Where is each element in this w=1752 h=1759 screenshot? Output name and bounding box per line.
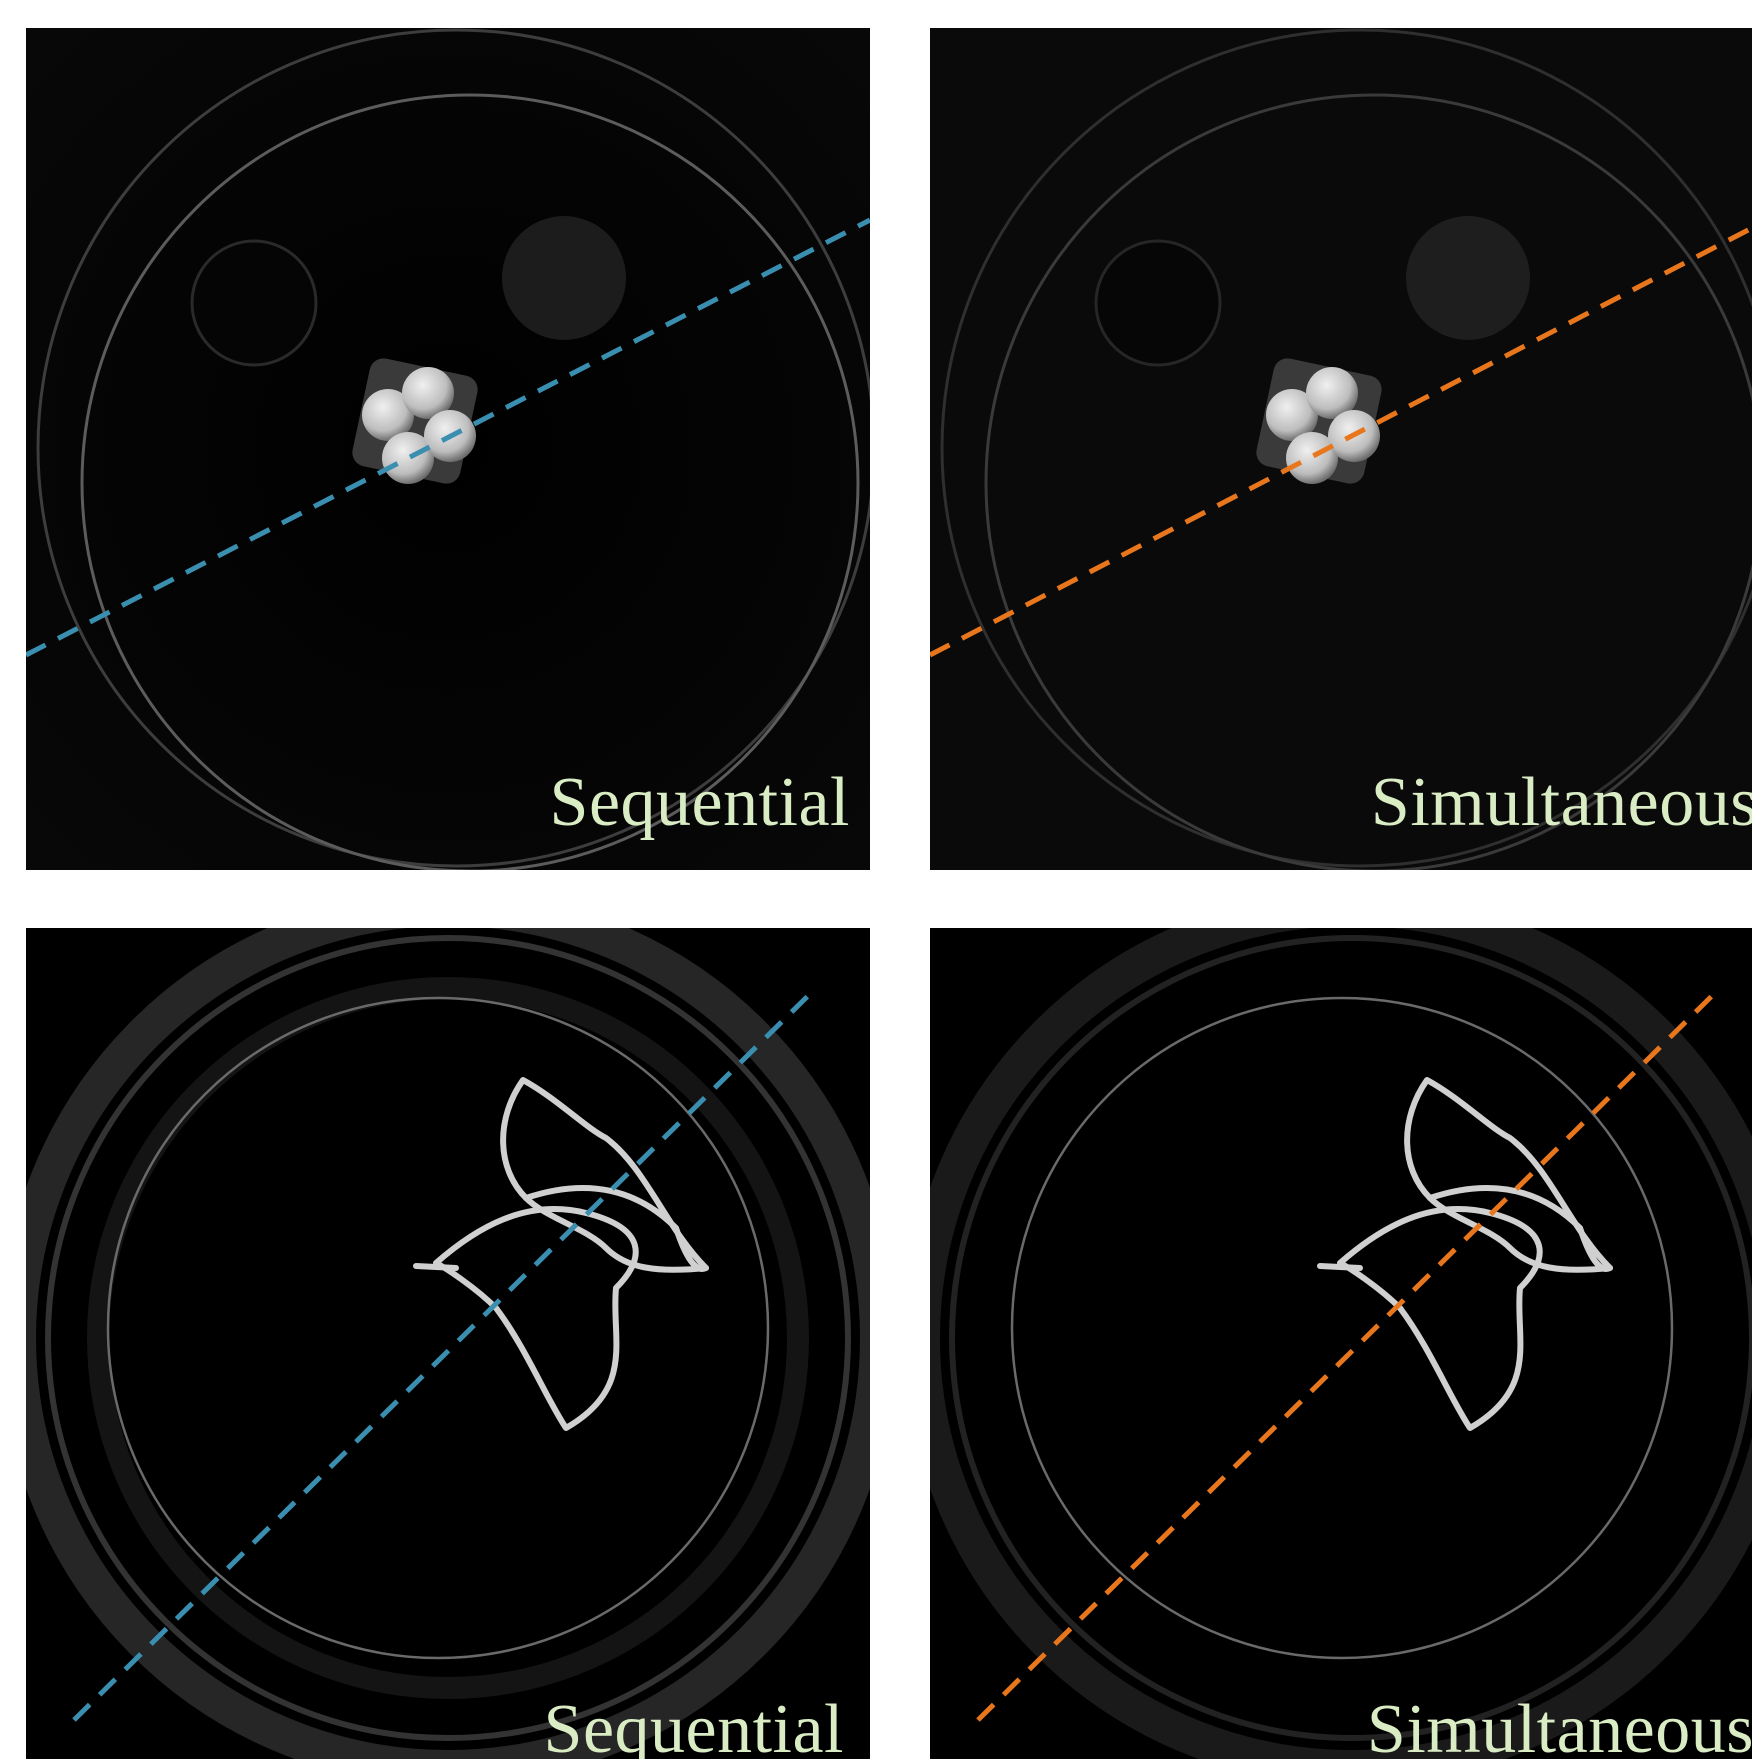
ct-phantom-image [26,28,870,870]
right-insert [1406,216,1530,340]
shell-object [413,1077,709,1431]
ct-slice-simultaneous-top: Simultaneous [930,28,1752,870]
inner-ring [106,996,770,1660]
outer-ring [36,28,870,868]
method-label: Sequential [543,1691,844,1759]
profile-line [26,217,870,658]
mid-ring [87,977,809,1699]
ct-slice-sequential-bottom: Sequential [26,928,870,1759]
ball-cluster [1256,358,1382,484]
profile-line [976,986,1722,1722]
ct-phantom-image [930,28,1752,870]
left-insert [190,239,318,367]
outer-ring [940,28,1752,868]
outer-ring [949,935,1752,1741]
inner-ring [1010,996,1674,1660]
ct-slice-simultaneous-bottom: Simultaneous [930,928,1752,1759]
ct-slice-sequential-top: Sequential [26,28,870,870]
profile-line [72,986,818,1722]
outer-ring [45,935,851,1741]
inner-ring [984,93,1752,870]
shell-object [1317,1077,1613,1431]
left-insert [1094,239,1222,367]
right-insert [502,216,626,340]
outer-halo [26,928,870,1759]
profile-line [930,225,1752,658]
ct-object-image [930,928,1752,1759]
method-label: Simultaneous [1366,1691,1752,1759]
method-label: Sequential [549,764,850,841]
inner-ring [80,93,860,870]
method-label: Simultaneous [1370,764,1752,841]
ball-cluster [352,358,478,484]
ct-object-image [26,928,870,1759]
